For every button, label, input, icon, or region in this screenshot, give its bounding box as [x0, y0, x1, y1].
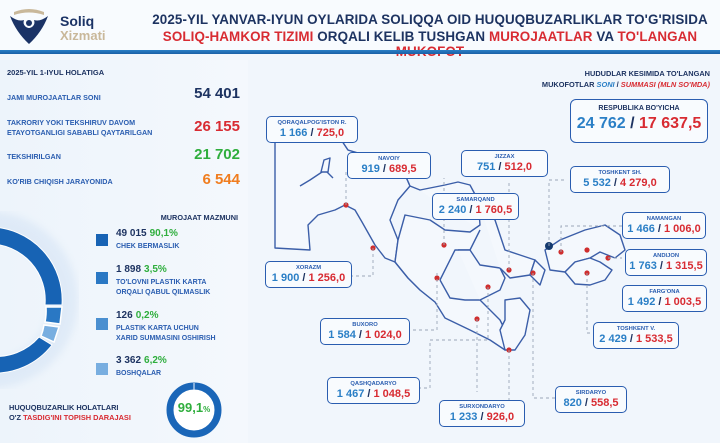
region-andijon: ANDIJON 1 763 / 1 315,5	[625, 249, 707, 276]
stat-label-returned: TAKRORIY YOKI TEKSHIRUV DAVOM ETAYOTGANLI…	[7, 118, 153, 137]
map-heading: HUDUDLAR KESIMIDA TO'LANGAN MUKOFOTLAR S…	[541, 69, 710, 89]
confirmation-value: 99,1%	[177, 400, 211, 415]
legend-swatch-card-overcharge	[96, 318, 108, 330]
stat-value-total: 54 401	[194, 85, 240, 102]
region-navoiy: NAVOIY 919 / 689,5	[347, 152, 431, 179]
eagle-logo-icon	[10, 9, 48, 44]
confirmation-label: HUQUQBUZARLIK HOLATLARI O'Z TASDIG'INI TO…	[9, 403, 131, 422]
header-divider	[0, 50, 720, 54]
legend-swatch-no-receipt	[96, 234, 108, 246]
legend-label-card-overcharge: PLASTIK KARTA UCHUN XARID SUMMASINI OSHIR…	[116, 325, 216, 342]
stat-label-total: JAMI MUROJAATLAR SONI	[7, 93, 101, 102]
region-qashqadaryo: QASHQADARYO 1 467 / 1 048,5	[327, 377, 420, 404]
stats-heading: 2025-YIL 1-IYUL HOLATIGA	[7, 68, 105, 77]
legend-swatch-others	[96, 363, 108, 375]
confirmation-ring-chart	[166, 382, 222, 438]
legend-value-no-receipt: 49 015 90,1%	[116, 228, 178, 239]
region-fargona: FARG'ONA 1 492 / 1 003,5	[622, 285, 707, 312]
region-sirdaryo: SIRDARYO 820 / 558,5	[555, 386, 627, 413]
region-jizzax: JIZZAX 751 / 512,0	[461, 150, 548, 177]
region-xorazm: XORAZM 1 900 / 1 256,0	[265, 261, 352, 288]
region-samarqand: SAMARQAND 2 240 / 1 760,5	[432, 193, 519, 220]
region-toshkent-v: TOSHKENT V. 2 429 / 1 533,5	[593, 322, 679, 349]
legend-value-card-overcharge: 126 0,2%	[116, 310, 159, 321]
brand-subtitle: Xizmati	[60, 28, 106, 43]
region-toshkent-sh: TOSHKENT SH. 5 532 / 4 279,0	[570, 166, 670, 193]
stat-value-returned: 26 155	[194, 118, 240, 135]
stat-label-checked: TEKSHIRILGAN	[7, 152, 61, 161]
legend-label-others: BOSHQALAR	[116, 370, 162, 377]
region-qoraqalpogiston: QORAQALPOG'ISTON R. 1 166 / 725,0	[266, 116, 358, 143]
stat-label-in-process: KO'RIB CHIQISH JARAYONIDA	[7, 177, 113, 186]
content-donut-chart	[0, 212, 78, 388]
legend-value-card-refusal: 1 898 3,5%	[116, 264, 167, 275]
legend-label-no-receipt: CHEK BERMASLIK	[116, 243, 180, 250]
content-title: MUROJAAT MAZMUNI	[160, 213, 238, 222]
region-namangan: NAMANGAN 1 466 / 1 006,0	[622, 212, 706, 239]
legend-label-card-refusal: TO'LOVNI PLASTIK KARTA ORQALI QABUL QILMA…	[116, 279, 211, 296]
page-title-line1: 2025-YIL YANVAR-IYUN OYLARIDA SOLIQQA OI…	[152, 12, 708, 27]
header: Soliq Xizmati 2025-YIL YANVAR-IYUN OYLAR…	[0, 0, 720, 59]
legend-value-others: 3 362 6,2%	[116, 355, 167, 366]
republic-total-box: RESPUBLIKA BO'YICHA 24 762 / 17 637,5	[570, 99, 708, 143]
legend-swatch-card-refusal	[96, 272, 108, 284]
stat-value-checked: 21 702	[194, 146, 240, 163]
region-surxondaryo: SURXONDARYO 1 233 / 926,0	[439, 400, 525, 427]
brand-name: Soliq	[60, 13, 95, 29]
stat-value-in-process: 6 544	[202, 171, 240, 188]
region-buxoro: BUXORO 1 584 / 1 024,0	[320, 318, 410, 345]
